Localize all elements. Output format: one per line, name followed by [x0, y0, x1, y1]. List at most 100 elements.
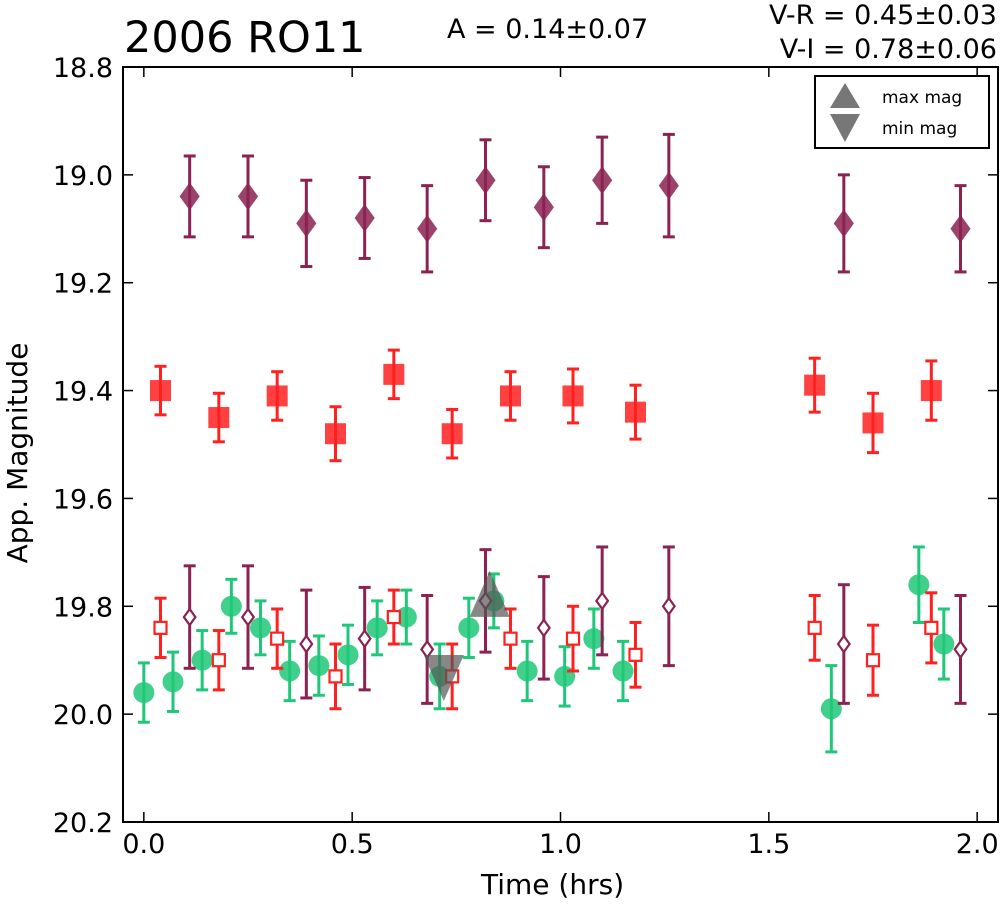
diamond-marker	[182, 607, 197, 627]
legend-max-icon	[830, 83, 860, 108]
y-axis-label: App. Magnitude	[1, 342, 34, 564]
circle-marker	[337, 644, 359, 666]
square-marker	[325, 423, 346, 445]
square-marker	[270, 631, 285, 646]
diamond-marker	[475, 166, 496, 195]
y-tick-label: 19.0	[53, 161, 113, 192]
data-point-max_mag	[469, 570, 510, 617]
legend-label: max mag	[882, 88, 962, 108]
diamond-marker	[953, 639, 968, 660]
data-point-R_open	[328, 642, 343, 711]
data-point-R_filled	[625, 383, 646, 441]
data-point-V	[458, 596, 480, 660]
square-marker	[862, 412, 884, 434]
data-point-I_filled	[533, 165, 554, 250]
data-point-V	[908, 545, 930, 624]
square-marker	[153, 620, 168, 635]
square-marker	[807, 620, 822, 635]
data-point-R_open	[153, 596, 168, 660]
data-point-I_open	[240, 564, 256, 670]
diamond-marker	[536, 617, 551, 638]
data-point-I_filled	[592, 135, 613, 225]
data-point-R_filled	[325, 405, 346, 463]
max-mag-marker	[469, 570, 510, 617]
circle-marker	[250, 617, 271, 639]
circle-marker	[908, 574, 930, 596]
x-tick-label: 1.5	[747, 829, 790, 860]
data-point-V	[279, 639, 301, 703]
data-point-R_open	[211, 629, 226, 692]
square-marker	[386, 609, 401, 625]
y-tick-label: 19.4	[53, 377, 113, 408]
diamond-marker	[595, 591, 610, 611]
diamond-marker	[533, 193, 554, 222]
data-point-R_open	[807, 594, 822, 662]
data-point-R_filled	[441, 407, 463, 460]
circle-marker	[583, 628, 605, 650]
circle-marker	[820, 698, 842, 720]
diamond-marker	[179, 182, 200, 211]
data-point-I_filled	[179, 154, 200, 239]
square-marker	[920, 380, 942, 402]
legend-label: min mag	[882, 119, 957, 139]
circle-marker	[516, 660, 538, 682]
data-point-R_filled	[562, 367, 584, 425]
amplitude-annotation: A = 0.14±0.07	[447, 14, 649, 45]
data-point-V	[162, 650, 184, 713]
y-tick-label: 20.2	[53, 808, 113, 839]
data-point-I_open	[182, 564, 197, 670]
data-point-I_filled	[237, 154, 259, 239]
data-point-R_filled	[804, 356, 826, 414]
data-point-I_filled	[417, 184, 438, 274]
data-point-R_open	[386, 588, 401, 646]
data-point-V	[191, 629, 213, 692]
diamond-marker	[658, 171, 679, 200]
data-point-R_open	[565, 604, 581, 673]
data-point-I_open	[953, 594, 968, 705]
data-point-R_open	[270, 607, 285, 670]
data-point-I_open	[420, 594, 435, 705]
data-point-V	[220, 577, 242, 635]
diamond-marker	[354, 204, 375, 232]
chart-title: 2006 RO11	[124, 13, 366, 63]
square-marker	[211, 653, 226, 668]
square-marker	[804, 374, 826, 396]
data-point-V	[308, 634, 330, 697]
legend-min-icon	[830, 114, 860, 142]
data-point-I_open	[661, 545, 676, 668]
data-point-V	[337, 623, 359, 686]
data-point-I_filled	[354, 176, 375, 260]
data-point-V	[395, 588, 417, 646]
data-point-V	[583, 607, 605, 670]
circle-marker	[133, 682, 155, 704]
diamond-marker	[833, 209, 854, 238]
data-point-R_filled	[920, 359, 942, 422]
data-point-I_filled	[475, 138, 496, 223]
legend: max mag min mag	[814, 75, 990, 149]
diamond-marker	[240, 607, 256, 627]
x-tick-label: 0.5	[331, 829, 374, 860]
data-point-I_open	[595, 545, 610, 657]
square-marker	[383, 363, 405, 385]
square-marker	[328, 669, 343, 684]
data-point-I_filled	[658, 132, 679, 239]
x-tick-label: 0.0	[122, 829, 165, 860]
square-marker	[562, 385, 584, 407]
square-marker	[503, 631, 518, 646]
data-point-R_open	[628, 620, 643, 689]
data-point-I_open	[536, 575, 551, 681]
square-marker	[628, 647, 643, 662]
data-point-R_filled	[150, 364, 171, 417]
x-axis-label: Time (hrs)	[481, 868, 625, 901]
data-point-V	[366, 599, 388, 657]
circle-marker	[933, 633, 955, 655]
data-point-V	[516, 639, 538, 703]
diamond-marker	[836, 634, 851, 654]
circle-marker	[279, 660, 301, 682]
y-tick-label: 19.8	[53, 592, 113, 623]
data-point-V	[933, 607, 955, 681]
data-point-I_open	[836, 583, 851, 705]
circle-marker	[162, 671, 184, 693]
diamond-marker	[237, 182, 259, 211]
data-point-R_open	[865, 623, 881, 697]
